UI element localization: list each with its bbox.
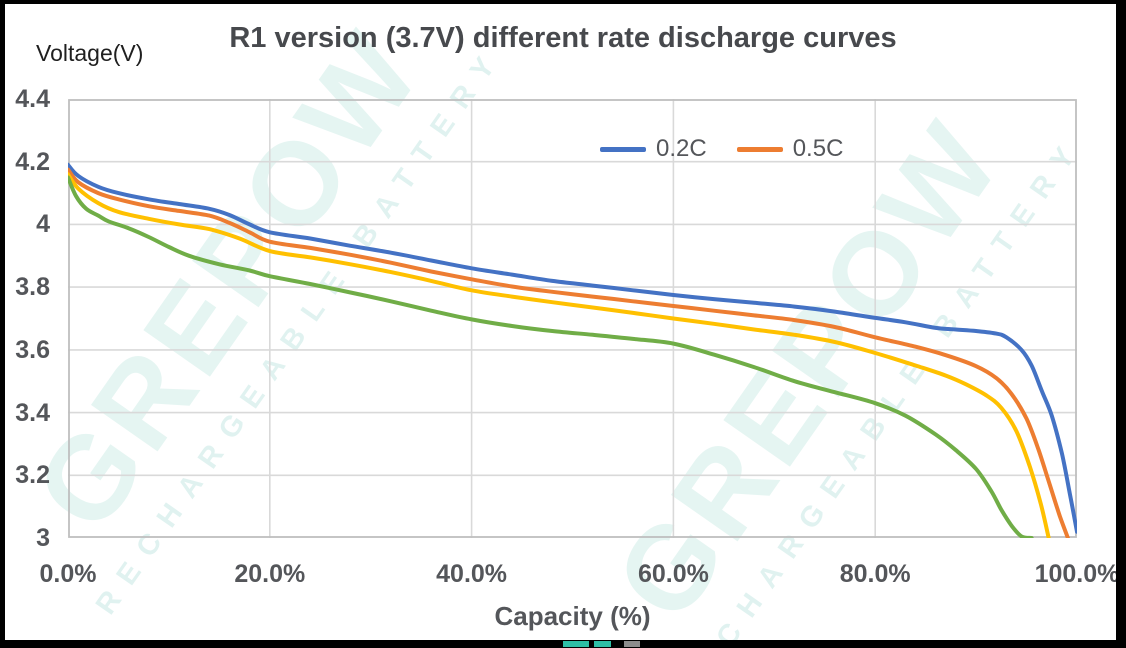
frame-border-left bbox=[0, 0, 5, 648]
plot-area bbox=[68, 99, 1077, 538]
gridlines bbox=[68, 99, 1077, 538]
chart-legend: 0.2C 0.5C bbox=[600, 135, 843, 163]
x-tick-label: 20.0% bbox=[234, 560, 306, 588]
x-tick-label: 0.0% bbox=[39, 560, 97, 588]
y-tick-label: 3.4 bbox=[15, 398, 50, 427]
x-tick-label: 80.0% bbox=[839, 560, 911, 588]
series-curve-unlabeled-2 bbox=[68, 172, 1051, 538]
series-curve-0.2C bbox=[68, 162, 1077, 534]
series-curve-unlabeled-3 bbox=[68, 175, 1034, 538]
chart-title: R1 version (3.7V) different rate dischar… bbox=[229, 22, 897, 54]
legend-label: 0.2C bbox=[656, 135, 707, 162]
legend-item-0.2C: 0.2C bbox=[600, 135, 707, 163]
y-tick-label: 3.8 bbox=[15, 273, 50, 302]
cropped-legend-swatch bbox=[594, 641, 611, 647]
y-tick-label: 3.6 bbox=[15, 335, 50, 364]
y-tick-label: 3 bbox=[36, 524, 50, 552]
y-tick-label: 4.4 bbox=[15, 85, 50, 113]
series-curve-0.5C bbox=[68, 167, 1070, 538]
y-tick-label: 4.2 bbox=[15, 147, 50, 176]
y-tick-label: 3.2 bbox=[15, 461, 50, 490]
chart-canvas bbox=[68, 99, 1077, 538]
legend-line-sample bbox=[600, 146, 646, 152]
cropped-legend-swatch bbox=[624, 641, 640, 647]
x-tick-label: 60.0% bbox=[637, 560, 709, 588]
x-axis-title: Capacity (%) bbox=[494, 601, 651, 631]
data-series-curves bbox=[68, 162, 1077, 538]
x-tick-label: 40.0% bbox=[436, 560, 508, 588]
x-tick-label: 100.0% bbox=[1034, 560, 1120, 588]
legend-label: 0.5C bbox=[792, 135, 844, 162]
y-tick-label: 4 bbox=[36, 210, 50, 239]
frame-border-top bbox=[0, 0, 1126, 4]
legend-item-0.5C: 0.5C bbox=[736, 135, 844, 163]
plot-border bbox=[68, 99, 1077, 538]
cropped-legend-swatch bbox=[563, 641, 589, 647]
legend-line-sample bbox=[736, 146, 783, 152]
frame-border-right bbox=[1116, 0, 1126, 648]
y-axis-title: Voltage(V) bbox=[36, 40, 144, 66]
